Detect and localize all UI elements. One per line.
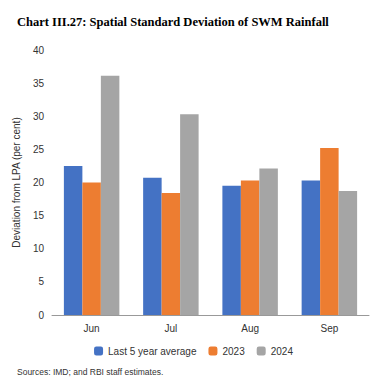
svg-text:10: 10 (33, 243, 45, 254)
svg-text:Aug: Aug (241, 323, 259, 334)
svg-text:Jul: Jul (164, 323, 177, 334)
svg-text:Sources: IMD; and RBI staff es: Sources: IMD; and RBI staff estimates. (17, 367, 163, 377)
svg-text:Chart III.27: Spatial Standard: Chart III.27: Spatial Standard Deviation… (17, 15, 329, 29)
svg-text:5: 5 (38, 276, 44, 287)
svg-text:20: 20 (33, 177, 45, 188)
svg-text:Sep: Sep (320, 323, 338, 334)
svg-text:2023: 2023 (222, 346, 245, 357)
svg-text:2024: 2024 (271, 346, 294, 357)
svg-text:30: 30 (33, 111, 45, 122)
svg-text:15: 15 (33, 210, 45, 221)
svg-text:Deviation from LPA (per cent): Deviation from LPA (per cent) (11, 117, 22, 247)
svg-text:40: 40 (33, 45, 45, 56)
svg-text:Last 5 year average: Last 5 year average (108, 346, 197, 357)
svg-text:25: 25 (33, 144, 45, 155)
svg-text:Jun: Jun (84, 323, 100, 334)
svg-text:0: 0 (38, 310, 44, 321)
svg-text:35: 35 (33, 78, 45, 89)
